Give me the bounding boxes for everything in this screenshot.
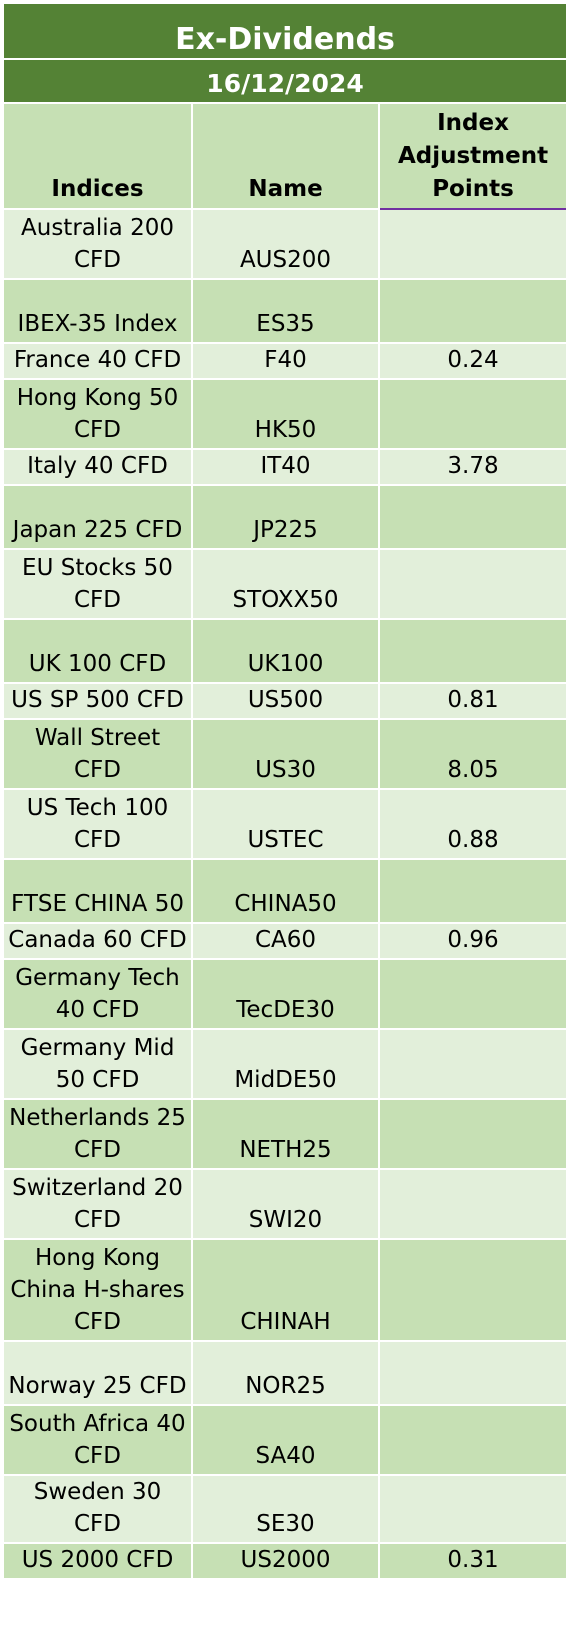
adjustment-points-cell[interactable]: 8.05 [377, 718, 566, 790]
table-row: Wall Street CFD US30 8.05 [2, 718, 566, 790]
adjustment-points-cell[interactable]: 0.88 [377, 788, 566, 860]
index-cell[interactable]: Switzerland 20 CFD [2, 1168, 193, 1240]
table-row: South Africa 40 CFD SA40 [2, 1404, 566, 1476]
date-row: 16/12/2024 [1, 58, 566, 104]
ex-dividends-sheet: Ex-Dividends 16/12/2024 Indices Name Ind… [1, 2, 566, 1580]
index-cell[interactable]: Germany Mid 50 CFD [2, 1028, 193, 1100]
adjustment-points-cell[interactable]: 0.96 [377, 922, 566, 960]
adjustment-points-cell[interactable] [377, 378, 566, 450]
adjustment-points-cell[interactable] [377, 858, 566, 924]
name-cell[interactable]: US30 [191, 718, 380, 790]
index-cell[interactable]: Germany Tech 40 CFD [2, 958, 193, 1030]
header-adjustment-points[interactable]: Index Adjustment Points [377, 102, 566, 210]
index-cell[interactable]: Wall Street CFD [2, 718, 193, 790]
adjustment-points-cell[interactable] [377, 958, 566, 1030]
adjustment-points-cell[interactable] [377, 1238, 566, 1342]
adjustment-points-cell[interactable] [377, 1404, 566, 1476]
header-name: Name [191, 102, 380, 210]
index-cell[interactable]: Canada 60 CFD [2, 922, 193, 960]
adjustment-points-cell[interactable]: 3.78 [377, 448, 566, 486]
name-cell[interactable]: USTEC [191, 788, 380, 860]
adjustment-points-cell[interactable] [377, 1340, 566, 1406]
name-cell[interactable]: STOXX50 [191, 548, 380, 620]
adjustment-points-cell[interactable]: 0.24 [377, 342, 566, 380]
table-row: Norway 25 CFD NOR25 [2, 1340, 566, 1406]
adjustment-points-cell[interactable] [377, 1028, 566, 1100]
name-cell[interactable]: IT40 [191, 448, 380, 486]
table-row: US 2000 CFD US2000 0.31 [2, 1542, 566, 1580]
adjustment-points-cell[interactable] [377, 548, 566, 620]
table-row: Germany Tech 40 CFD TecDE30 [2, 958, 566, 1030]
index-cell[interactable]: Norway 25 CFD [2, 1340, 193, 1406]
adjustment-points-cell[interactable] [377, 484, 566, 550]
table-row: EU Stocks 50 CFD STOXX50 [2, 548, 566, 620]
sheet-date: 16/12/2024 [1, 58, 566, 104]
index-cell[interactable]: Hong Kong China H-shares CFD [2, 1238, 193, 1342]
adjustment-points-cell[interactable] [377, 278, 566, 344]
name-cell[interactable]: F40 [191, 342, 380, 380]
table-row: Australia 200 CFD AUS200 [2, 208, 566, 280]
index-cell[interactable]: US Tech 100 CFD [2, 788, 193, 860]
name-cell[interactable]: US500 [191, 682, 380, 720]
index-cell[interactable]: South Africa 40 CFD [2, 1404, 193, 1476]
table-row: Hong Kong 50 CFD HK50 [2, 378, 566, 450]
name-cell[interactable]: CHINA50 [191, 858, 380, 924]
adjustment-points-cell[interactable]: 0.81 [377, 682, 566, 720]
header-indices: Indices [2, 102, 193, 210]
table-row: Germany Mid 50 CFD MidDE50 [2, 1028, 566, 1100]
adjustment-points-cell[interactable]: 0.31 [377, 1542, 566, 1580]
sheet-title: Ex-Dividends [1, 2, 566, 60]
adjustment-points-cell[interactable] [377, 1474, 566, 1544]
name-cell[interactable]: JP225 [191, 484, 380, 550]
table-body: Australia 200 CFD AUS200 IBEX-35 Index ES35… [2, 208, 566, 1580]
header-row: Indices Name Index Adjustment Points [2, 102, 566, 210]
name-cell[interactable]: HK50 [191, 378, 380, 450]
table-row: IBEX-35 Index ES35 [2, 278, 566, 344]
name-cell[interactable]: NOR25 [191, 1340, 380, 1406]
name-cell[interactable]: US2000 [191, 1542, 380, 1580]
index-cell[interactable]: FTSE CHINA 50 [2, 858, 193, 924]
table-row: FTSE CHINA 50 CHINA50 [2, 858, 566, 924]
table-row: UK 100 CFD UK100 [2, 618, 566, 684]
ex-dividends-table: Ex-Dividends 16/12/2024 Indices Name Ind… [1, 2, 566, 1580]
index-cell[interactable]: IBEX-35 Index [2, 278, 193, 344]
index-cell[interactable]: UK 100 CFD [2, 618, 193, 684]
index-cell[interactable]: US SP 500 CFD [2, 682, 193, 720]
table-row: US Tech 100 CFD USTEC 0.88 [2, 788, 566, 860]
table-row: France 40 CFD F40 0.24 [2, 342, 566, 380]
title-row: Ex-Dividends [1, 2, 566, 60]
table-row: Hong Kong China H-shares CFD CHINAH [2, 1238, 566, 1342]
name-cell[interactable]: SA40 [191, 1404, 380, 1476]
table-row: US SP 500 CFD US500 0.81 [2, 682, 566, 720]
index-cell[interactable]: Japan 225 CFD [2, 484, 193, 550]
index-cell[interactable]: France 40 CFD [2, 342, 193, 380]
index-cell[interactable]: Hong Kong 50 CFD [2, 378, 193, 450]
name-cell[interactable]: MidDE50 [191, 1028, 380, 1100]
name-cell[interactable]: AUS200 [191, 208, 380, 280]
name-cell[interactable]: CA60 [191, 922, 380, 960]
index-cell[interactable]: Australia 200 CFD [2, 208, 193, 280]
index-cell[interactable]: Sweden 30 CFD [2, 1474, 193, 1544]
table-row: Japan 225 CFD JP225 [2, 484, 566, 550]
name-cell[interactable]: SWI20 [191, 1168, 380, 1240]
table-row: Switzerland 20 CFD SWI20 [2, 1168, 566, 1240]
table-row: Italy 40 CFD IT40 3.78 [2, 448, 566, 486]
adjustment-points-cell[interactable] [377, 1098, 566, 1170]
index-cell[interactable]: Netherlands 25 CFD [2, 1098, 193, 1170]
name-cell[interactable]: ES35 [191, 278, 380, 344]
index-cell[interactable]: Italy 40 CFD [2, 448, 193, 486]
index-cell[interactable]: EU Stocks 50 CFD [2, 548, 193, 620]
table-row: Netherlands 25 CFD NETH25 [2, 1098, 566, 1170]
name-cell[interactable]: UK100 [191, 618, 380, 684]
table-row: Sweden 30 CFD SE30 [2, 1474, 566, 1544]
table-row: Canada 60 CFD CA60 0.96 [2, 922, 566, 960]
name-cell[interactable]: TecDE30 [191, 958, 380, 1030]
name-cell[interactable]: NETH25 [191, 1098, 380, 1170]
adjustment-points-cell[interactable] [377, 618, 566, 684]
index-cell[interactable]: US 2000 CFD [2, 1542, 193, 1580]
adjustment-points-cell[interactable] [377, 208, 566, 280]
name-cell[interactable]: SE30 [191, 1474, 380, 1544]
adjustment-points-cell[interactable] [377, 1168, 566, 1240]
name-cell[interactable]: CHINAH [191, 1238, 380, 1342]
